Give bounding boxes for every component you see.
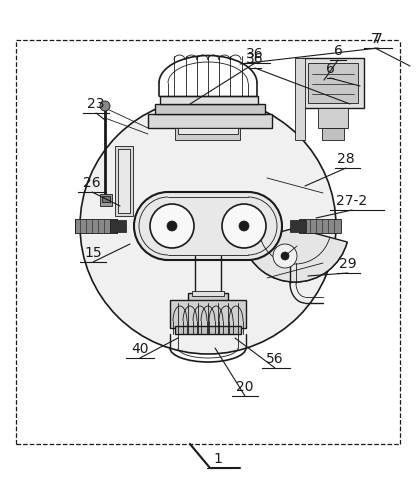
Bar (178, 128, 238, 134)
Bar (295, 58, 305, 140)
Circle shape (134, 192, 202, 260)
Bar (168, 192, 248, 260)
Text: 56: 56 (266, 352, 284, 366)
Text: 29: 29 (339, 257, 357, 271)
Bar (155, 104, 265, 114)
Circle shape (100, 101, 110, 111)
Text: 28: 28 (337, 152, 355, 166)
Bar (188, 293, 228, 301)
Wedge shape (243, 228, 347, 282)
Text: 23: 23 (87, 97, 105, 111)
Text: 26: 26 (83, 176, 101, 190)
Circle shape (214, 192, 282, 260)
Bar (115, 146, 133, 216)
Circle shape (281, 252, 289, 260)
Bar (175, 128, 240, 140)
Text: 1: 1 (213, 452, 223, 466)
Text: 20: 20 (236, 380, 254, 394)
Bar (175, 326, 241, 334)
Text: 36: 36 (246, 47, 264, 61)
Bar (100, 194, 112, 206)
Bar (299, 219, 341, 233)
Circle shape (167, 221, 177, 231)
Bar (148, 114, 272, 128)
Bar (160, 96, 258, 104)
Text: 6: 6 (334, 44, 342, 58)
Circle shape (222, 204, 266, 248)
Bar (322, 128, 344, 140)
Circle shape (273, 244, 297, 268)
Bar (308, 63, 358, 103)
Text: 15: 15 (84, 246, 102, 260)
Bar (290, 220, 306, 232)
Text: 7: 7 (371, 32, 379, 46)
Bar (110, 220, 126, 232)
Text: 27-2: 27-2 (337, 194, 368, 208)
Text: 36: 36 (246, 52, 264, 66)
Bar (192, 291, 224, 296)
Bar (75, 219, 117, 233)
Circle shape (150, 204, 194, 248)
Bar (170, 300, 246, 328)
Bar (118, 149, 130, 213)
Bar (302, 58, 364, 108)
Bar (102, 196, 110, 202)
Text: 7: 7 (374, 32, 382, 46)
Text: 40: 40 (131, 342, 149, 356)
Bar (318, 108, 348, 128)
Circle shape (80, 98, 336, 354)
Circle shape (239, 221, 249, 231)
Text: 6: 6 (326, 62, 334, 76)
